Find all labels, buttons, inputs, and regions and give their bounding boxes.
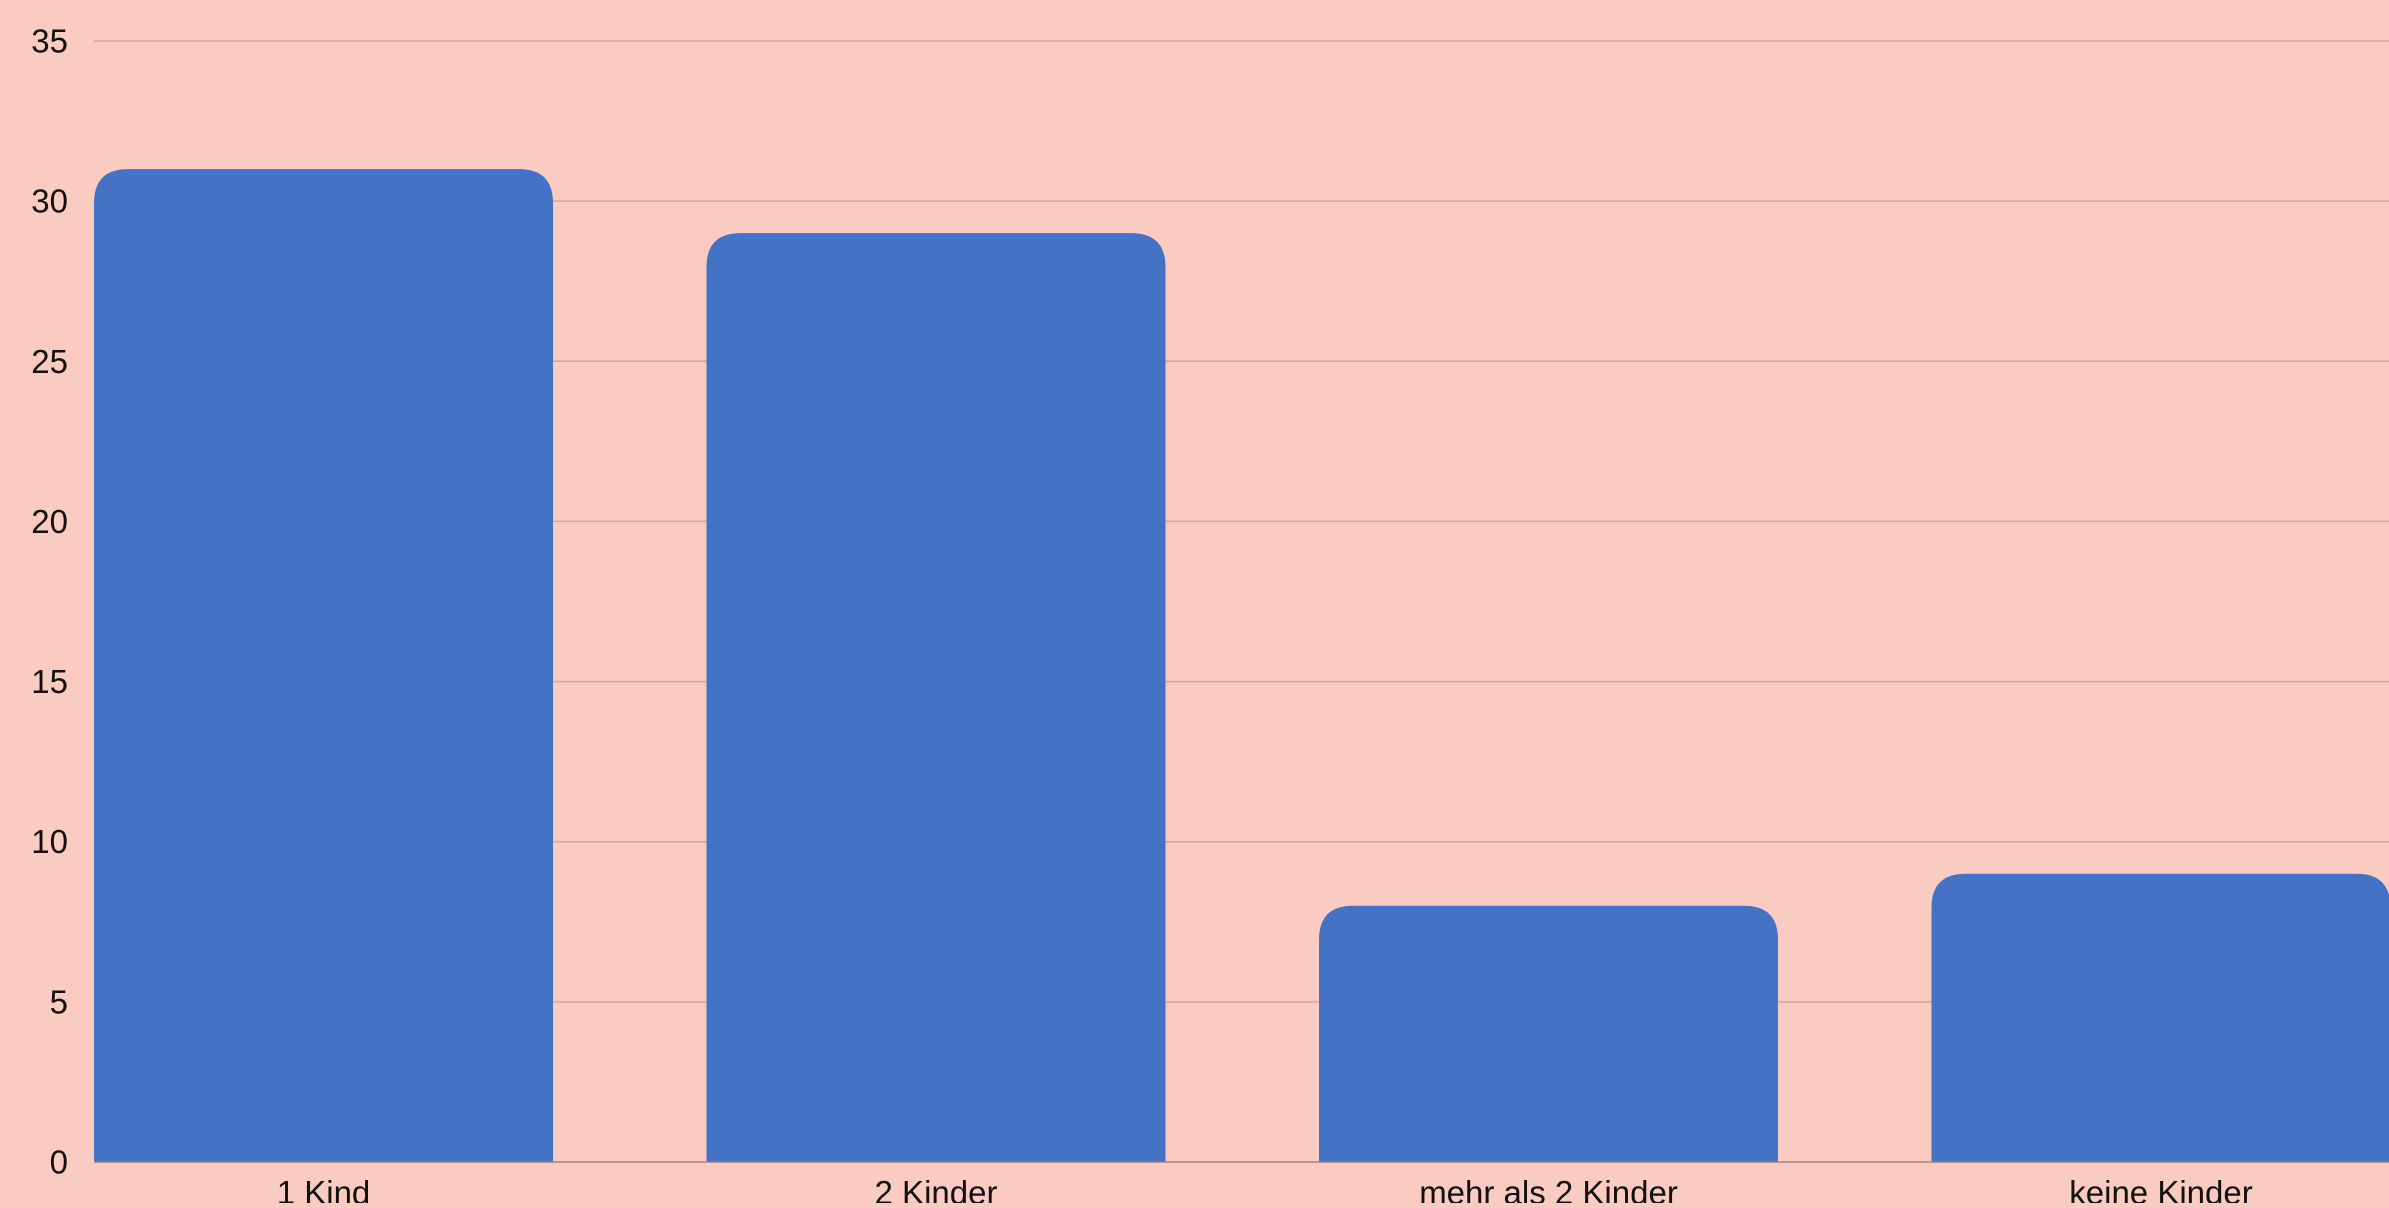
y-tick-label: 30 [31,183,68,220]
y-axis-ticks: 0 5 10 15 20 25 30 35 [31,23,68,1181]
bars [94,169,2389,1162]
bar-1-kind [94,169,553,1162]
x-axis-ticks: 1 Kind 2 Kinder mehr als 2 Kinder keine Kin… [277,1174,2253,1203]
x-tick-label: 1 Kind [277,1174,371,1203]
y-tick-label: 20 [31,503,68,540]
y-tick-label: 35 [31,23,68,60]
x-tick-label: mehr als 2 Kinder [1419,1174,1678,1203]
x-tick-label: keine Kinder [2069,1174,2252,1203]
x-tick-label: 2 Kinder [875,1174,998,1203]
bar-keine-kinder [1932,874,2389,1162]
y-tick-label: 5 [50,983,68,1020]
bar-mehr-als-2-kinder [1319,906,1778,1162]
y-tick-label: 10 [31,823,68,860]
y-tick-label: 15 [31,663,68,700]
bar-2-kinder [707,233,1166,1162]
y-tick-label: 25 [31,343,68,380]
y-tick-label: 0 [50,1144,68,1181]
